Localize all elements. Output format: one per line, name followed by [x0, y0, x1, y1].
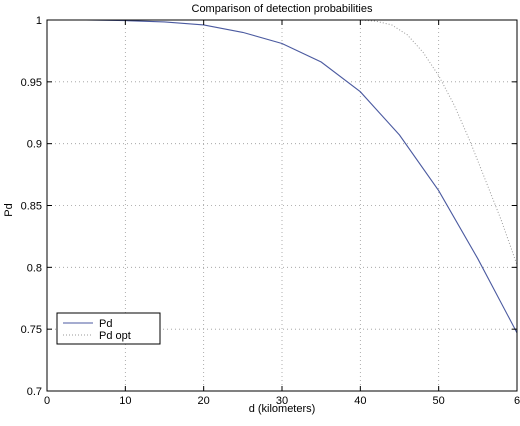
chart-title: Comparison of detection probabilities [192, 3, 373, 15]
legend-label: Pd [99, 318, 112, 330]
y-axis-label: Pd [3, 203, 15, 216]
x-tick-label: 10 [119, 395, 131, 407]
x-tick-label: 20 [198, 395, 210, 407]
series-line-pd-opt [47, 19, 518, 266]
y-tick-label: 0.85 [21, 201, 42, 213]
x-tick-label: 40 [354, 395, 366, 407]
x-tick-label: 50 [433, 395, 445, 407]
x-tick-label: 30 [276, 395, 288, 407]
legend-label: Pd opt [99, 330, 131, 342]
tick-layer: 0 10 20 30 40 50 6 0.7 0.75 0.8 0.85 0.9 0.95 1 [21, 15, 520, 407]
y-tick-label: 0.7 [27, 386, 42, 398]
y-tick-label: 0.8 [27, 262, 42, 274]
y-tick-label: 0.9 [27, 139, 42, 151]
y-tick-label: 0.95 [21, 77, 42, 89]
x-axis-label: d (kilometers) [249, 403, 316, 415]
x-tick-label: 6 [514, 395, 520, 407]
y-tick-label: 1 [36, 15, 42, 27]
y-tick-label: 0.75 [21, 324, 42, 336]
x-tick-label: 0 [44, 395, 50, 407]
legend-box [56, 312, 161, 345]
